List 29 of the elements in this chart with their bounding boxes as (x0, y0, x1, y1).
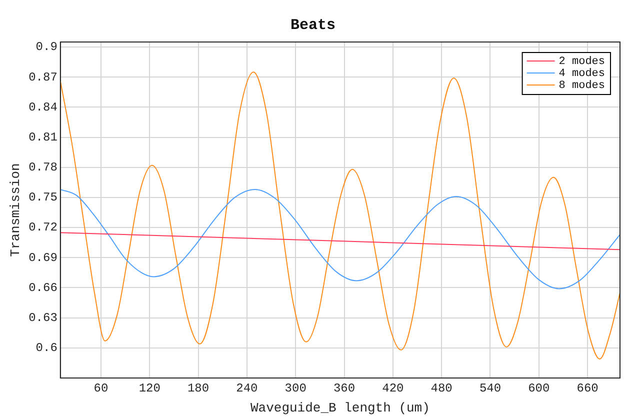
legend-label: 8 modes (558, 80, 606, 92)
y-tick-label: 0.69 (28, 250, 58, 265)
y-tick-label: 0.63 (28, 310, 58, 325)
y-tick-label: 0.9 (36, 40, 58, 54)
x-tick-label: 300 (284, 381, 306, 396)
y-tick-label: 0.87 (28, 70, 58, 84)
x-tick-label: 420 (382, 381, 404, 396)
line-series (60, 188, 620, 290)
x-tick-label: 540 (479, 381, 502, 396)
x-tick-label: 360 (333, 381, 356, 396)
y-tick-label: 0.81 (28, 130, 58, 144)
legend-label: 4 modes (558, 68, 606, 80)
y-tick-label: 0.66 (28, 280, 58, 295)
y-axis-title: Transmission (8, 163, 24, 257)
x-tick-label: 180 (187, 381, 210, 396)
x-tick-label: 600 (528, 381, 550, 396)
y-tick-label: 0.75 (28, 190, 58, 205)
x-tick-label: 240 (236, 381, 258, 396)
x-tick-label: 660 (576, 381, 598, 396)
chart-title: Beats (290, 16, 336, 34)
x-tick-label: 60 (94, 381, 108, 396)
x-axis-title: Waveguide_B length (um) (250, 400, 430, 416)
x-tick-label: 120 (138, 381, 160, 396)
y-tick-label: 0.6 (36, 341, 58, 356)
x-tick-label: 480 (430, 381, 452, 396)
legend-label: 2 modes (558, 56, 606, 68)
y-tick-label: 0.72 (28, 220, 58, 235)
y-tick-label: 0.78 (28, 160, 58, 175)
y-tick-label: 0.84 (28, 100, 58, 114)
